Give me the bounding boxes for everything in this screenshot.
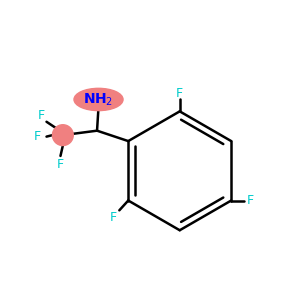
Text: NH$_2$: NH$_2$ bbox=[83, 91, 114, 108]
Text: F: F bbox=[38, 109, 45, 122]
Text: F: F bbox=[110, 211, 117, 224]
Text: F: F bbox=[34, 130, 41, 143]
Circle shape bbox=[52, 125, 73, 146]
Ellipse shape bbox=[74, 88, 123, 111]
Text: F: F bbox=[57, 158, 64, 171]
Text: F: F bbox=[176, 87, 183, 100]
Text: F: F bbox=[247, 194, 254, 207]
